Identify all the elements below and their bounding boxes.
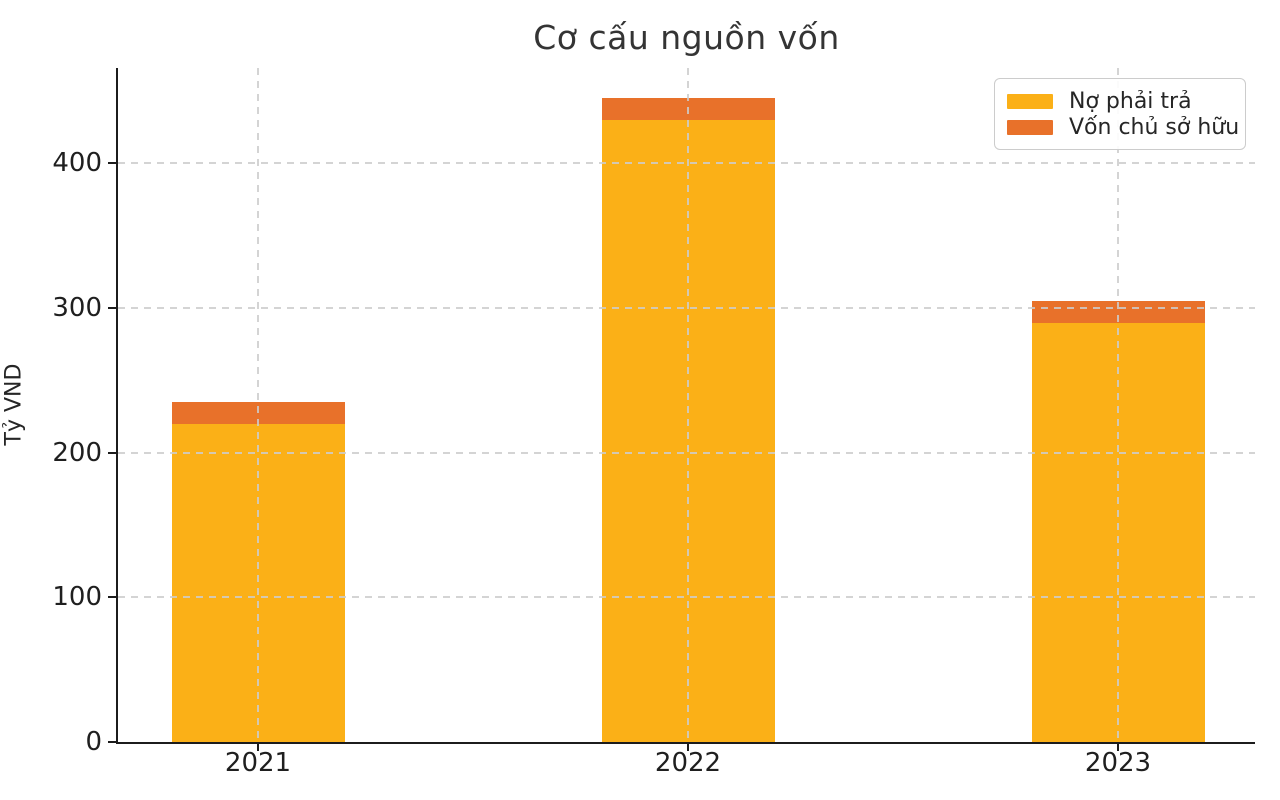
plot-area xyxy=(118,68,1255,742)
legend-label: Vốn chủ sở hữu xyxy=(1069,114,1240,140)
legend-swatch-icon xyxy=(1007,119,1053,135)
legend-item-1: Vốn chủ sở hữu xyxy=(1007,114,1239,140)
ytick-label-0: 0 xyxy=(85,727,102,757)
xtick-label-2022: 2022 xyxy=(654,748,722,778)
legend-item-0: Nợ phải trả xyxy=(1007,88,1233,114)
ytick-mark-0 xyxy=(108,741,116,743)
ytick-mark-100 xyxy=(108,596,116,599)
legend-label: Nợ phải trả xyxy=(1069,88,1192,114)
xtick-mark-2023 xyxy=(1117,744,1119,751)
ytick-mark-300 xyxy=(108,307,116,310)
gridline-y-200 xyxy=(118,451,1255,454)
gridline-x-2023 xyxy=(1117,68,1119,742)
y-axis-spine xyxy=(116,68,118,744)
ytick-label-200: 200 xyxy=(52,437,102,468)
gridline-y-100 xyxy=(118,596,1255,599)
ytick-label-300: 300 xyxy=(52,293,102,324)
x-axis-spine xyxy=(116,742,1255,744)
legend: Nợ phải trả Vốn chủ sở hữu xyxy=(994,78,1246,150)
xtick-mark-2022 xyxy=(687,744,689,751)
ytick-label-100: 100 xyxy=(52,582,102,613)
ytick-mark-400 xyxy=(108,162,116,165)
xtick-label-2023: 2023 xyxy=(1084,748,1152,778)
gridline-x-2021 xyxy=(257,68,259,742)
chart-title: Cơ cấu nguồn vốn xyxy=(533,18,840,57)
xtick-mark-2021 xyxy=(257,744,259,751)
xtick-label-2021: 2021 xyxy=(224,748,292,778)
ytick-mark-200 xyxy=(108,451,116,454)
gridline-y-300 xyxy=(118,307,1255,310)
ytick-label-400: 400 xyxy=(52,148,102,179)
legend-swatch-icon xyxy=(1007,93,1053,109)
gridline-y-400 xyxy=(118,162,1255,165)
gridline-x-2022 xyxy=(687,68,689,742)
